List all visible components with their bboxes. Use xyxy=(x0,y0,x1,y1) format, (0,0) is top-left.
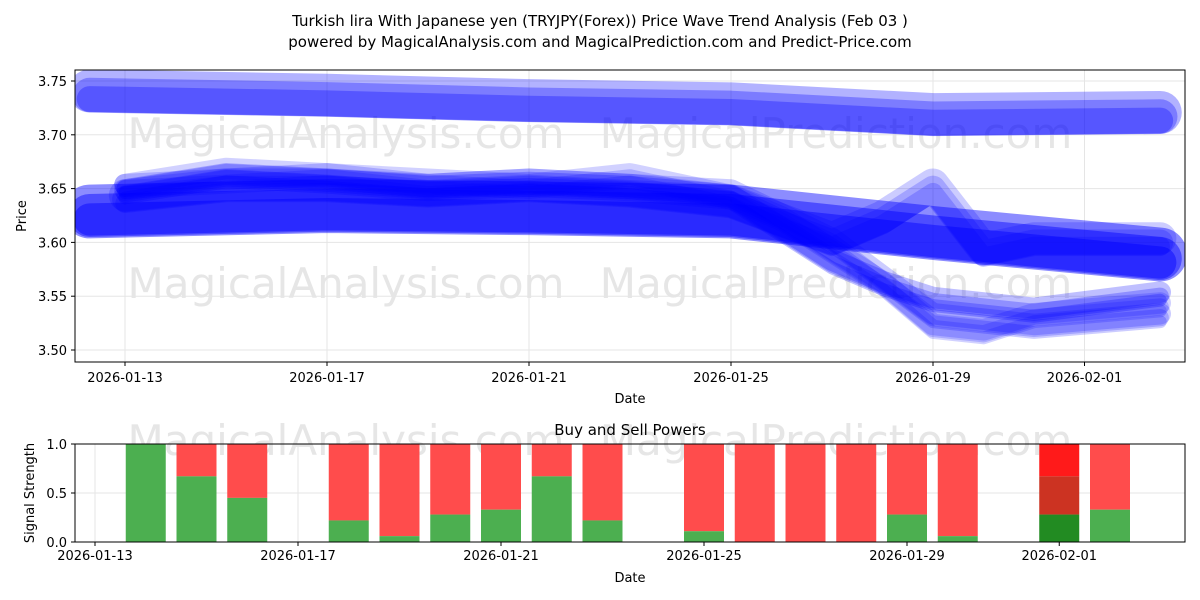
buy-bar xyxy=(582,520,623,542)
x-tick-label: 2026-01-13 xyxy=(57,549,133,564)
wave-line-wave-mid-1 xyxy=(118,175,1167,323)
wave-line-wave-mid-3 xyxy=(116,163,1169,343)
x-tick-label: 2026-01-25 xyxy=(693,371,769,386)
x-tick-label: 2026-01-17 xyxy=(289,371,365,386)
y-tick-label: 3.65 xyxy=(38,183,67,198)
x-tick-label: 2026-01-21 xyxy=(463,549,539,564)
buy-bar xyxy=(887,514,927,542)
buy-bar xyxy=(227,497,268,542)
wave-line-wave-upper xyxy=(75,70,1182,137)
y-tick-label: 0.0 xyxy=(46,536,67,551)
watermark-text: MagicalAnalysis.com xyxy=(128,259,565,308)
sell-bar xyxy=(1090,444,1130,510)
sell-bar xyxy=(430,444,471,515)
sell-bar xyxy=(176,444,217,477)
signal-title: Buy and Sell Powers xyxy=(554,421,706,439)
wave-line-wave-mid-3 xyxy=(114,157,1172,341)
x-tick-label: 2026-01-29 xyxy=(895,371,971,386)
buy-bar xyxy=(481,509,521,542)
buy-bar xyxy=(176,476,217,542)
sell-bar xyxy=(887,444,927,515)
watermark-text: MagicalAnalysis.com xyxy=(128,109,565,158)
price-chart: MagicalAnalysis.com MagicalPrediction.com… xyxy=(15,69,1186,407)
wave-line-wave-mid-1 xyxy=(116,169,1169,321)
sell-bar xyxy=(481,444,521,510)
buy-bar xyxy=(125,444,166,542)
sell-bar xyxy=(328,444,369,521)
wave-line-wave-lower xyxy=(75,188,1182,281)
buy-bar xyxy=(684,531,724,542)
chart-title: Turkish lira With Japanese yen (TRYJPY(F… xyxy=(291,12,908,30)
wave-line-wave-mid-1 xyxy=(114,163,1172,320)
sell-bar xyxy=(227,444,268,498)
plot-frame xyxy=(74,69,1186,363)
wave-line-wave-mid-4 xyxy=(112,175,1174,267)
wave-group xyxy=(75,70,1185,345)
sell-bar xyxy=(379,444,420,537)
sell-bar xyxy=(937,444,978,537)
wave-line-wave-lower xyxy=(75,197,1177,279)
sell-bar xyxy=(836,444,877,542)
wave-line-wave-mid-4 xyxy=(115,182,1170,267)
wave-line-wave-mid-2 xyxy=(118,175,1167,339)
x-tick-label: 2026-02-01 xyxy=(1021,549,1097,564)
y-tick-label: 3.75 xyxy=(38,75,67,90)
y-tick-label: 3.55 xyxy=(38,290,67,305)
y-tick-label: 0.5 xyxy=(46,487,67,502)
x-tick-label: 2026-01-25 xyxy=(666,549,742,564)
wave-line-wave-mid-2 xyxy=(116,169,1169,338)
signal-chart: MagicalAnalysis.com MagicalPrediction.com… xyxy=(23,416,1186,586)
watermark-text: MagicalPrediction.com xyxy=(600,416,1073,465)
buy-bar xyxy=(379,536,420,542)
watermark-text: MagicalPrediction.com xyxy=(600,259,1073,308)
y-axis-label: Price xyxy=(15,200,30,232)
x-tick-label: 2026-01-21 xyxy=(491,371,567,386)
wave-line-wave-mid-3 xyxy=(118,170,1167,345)
buy-bar xyxy=(1039,514,1080,542)
y-tick-label: 3.70 xyxy=(38,129,67,144)
buy-bar xyxy=(430,514,471,542)
watermark-text: MagicalPrediction.com xyxy=(600,109,1073,158)
x-axis-label: Date xyxy=(614,392,645,407)
x-axis-label: Date xyxy=(614,571,645,586)
wave-line-wave-upper xyxy=(75,77,1178,136)
y-tick-label: 3.50 xyxy=(38,344,67,359)
buy-bar xyxy=(531,476,572,542)
wave-line-wave-lower xyxy=(75,179,1185,282)
x-tick-label: 2026-01-17 xyxy=(260,549,336,564)
y-tick-label: 3.60 xyxy=(38,236,67,251)
y-tick-label: 1.0 xyxy=(46,438,67,453)
sell-bar xyxy=(785,444,826,542)
x-tick-label: 2026-01-29 xyxy=(869,549,945,564)
buy-bar xyxy=(1090,509,1130,542)
wave-line-wave-mid-2 xyxy=(114,163,1172,336)
wave-line-wave-mid-4 xyxy=(108,168,1177,266)
sell-bar-mid xyxy=(1039,476,1080,515)
y-axis-label: Signal Strength xyxy=(23,443,38,543)
buy-bar xyxy=(937,536,978,542)
sell-bar xyxy=(684,444,724,532)
sell-bar xyxy=(582,444,623,521)
wave-line-wave-upper xyxy=(76,86,1174,136)
buy-bar xyxy=(328,520,369,542)
sell-bar xyxy=(531,444,572,477)
chart-subtitle: powered by MagicalAnalysis.com and Magic… xyxy=(288,33,912,51)
x-tick-label: 2026-02-01 xyxy=(1047,371,1123,386)
sell-bar xyxy=(1039,444,1080,477)
plot-frame xyxy=(74,443,1186,543)
x-tick-label: 2026-01-13 xyxy=(87,371,163,386)
sell-bar xyxy=(734,444,775,542)
